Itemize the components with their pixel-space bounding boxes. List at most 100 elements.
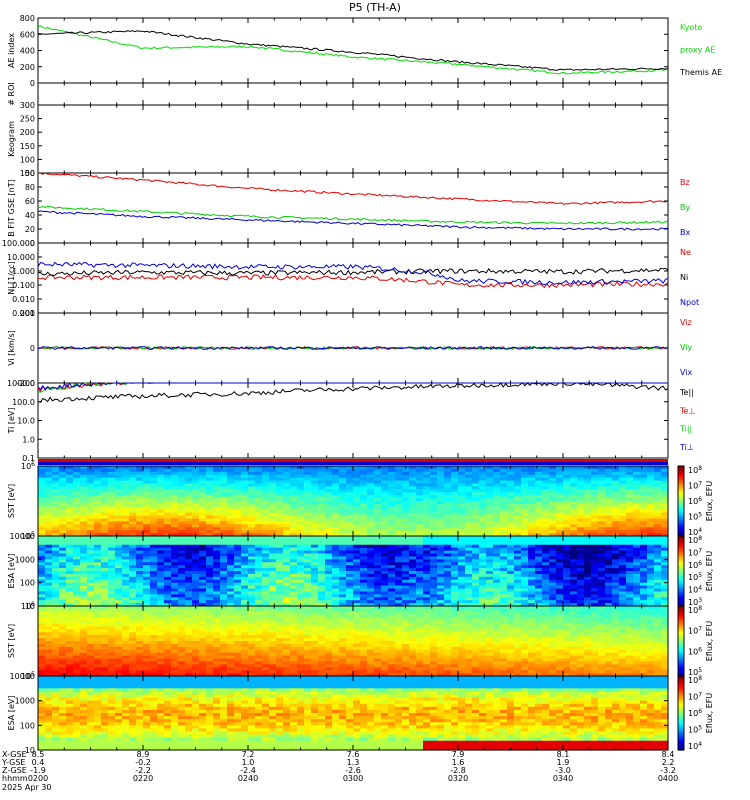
heatmap-cell xyxy=(409,530,417,534)
heatmap-cell xyxy=(164,585,172,590)
heatmap-cell xyxy=(556,492,564,496)
heatmap-cell xyxy=(262,477,270,482)
heatmap-cell xyxy=(402,468,410,473)
heatmap-cell xyxy=(556,576,564,581)
heatmap-cell xyxy=(171,582,179,587)
heatmap-cell xyxy=(157,512,165,517)
heatmap-cell xyxy=(52,495,60,499)
heatmap-cell xyxy=(59,597,67,601)
heatmap-cell xyxy=(185,603,193,607)
heatmap-cell xyxy=(374,582,382,587)
heatmap-cell xyxy=(73,501,81,505)
heatmap-cell xyxy=(360,573,368,578)
heatmap-cell xyxy=(388,524,396,528)
heatmap-cell xyxy=(612,495,620,499)
heatmap-cell xyxy=(521,536,529,540)
heatmap-cell xyxy=(185,471,193,476)
heatmap-cell xyxy=(486,556,494,560)
heatmap-cell xyxy=(171,553,179,558)
heatmap-cell xyxy=(353,568,361,572)
heatmap-cell xyxy=(374,483,382,488)
heatmap-cell xyxy=(290,503,298,508)
heatmap-cell xyxy=(115,547,123,552)
heatmap-cell xyxy=(325,509,333,514)
heatmap-cell xyxy=(409,533,417,537)
heatmap-cell xyxy=(136,468,144,473)
heatmap-cell xyxy=(178,466,186,470)
heatmap-cell xyxy=(38,536,46,540)
heatmap-cell xyxy=(136,503,144,508)
heatmap-cell xyxy=(563,495,571,499)
heatmap-cell xyxy=(549,556,557,560)
heatmap-cell xyxy=(248,547,256,552)
heatmap-cell xyxy=(66,489,74,493)
heatmap-cell xyxy=(353,489,361,493)
heatmap-cell xyxy=(570,541,578,546)
heatmap-cell xyxy=(360,576,368,581)
heatmap-cell xyxy=(367,489,375,493)
heatmap-cell xyxy=(150,538,158,543)
heatmap-cell xyxy=(80,591,88,595)
heatmap-cell xyxy=(290,474,298,479)
heatmap-cell xyxy=(66,573,74,578)
heatmap-cell xyxy=(283,501,291,505)
heatmap-cell xyxy=(633,527,641,531)
heatmap-cell xyxy=(444,571,452,575)
heatmap-cell xyxy=(122,503,130,508)
heatmap-cell xyxy=(66,480,74,485)
heatmap-cell xyxy=(339,527,347,531)
heatmap-cell xyxy=(451,568,459,572)
heatmap-cell xyxy=(647,495,655,499)
heatmap-cell xyxy=(374,591,382,595)
heatmap-cell xyxy=(122,588,130,593)
heatmap-cell xyxy=(528,591,536,595)
heatmap-cell xyxy=(276,547,284,552)
heatmap-cell xyxy=(514,544,522,549)
heatmap-cell xyxy=(150,585,158,590)
heatmap-cell xyxy=(542,512,550,517)
heatmap-cell xyxy=(192,492,200,496)
heatmap-cell xyxy=(73,562,81,566)
heatmap-cell xyxy=(556,591,564,595)
heatmap-cell xyxy=(381,483,389,488)
heatmap-cell xyxy=(465,576,473,581)
heatmap-cell xyxy=(395,509,403,514)
heatmap-cell xyxy=(654,503,662,508)
heatmap-cell xyxy=(332,568,340,572)
heatmap-cell xyxy=(570,547,578,552)
heatmap-cell xyxy=(549,568,557,572)
heatmap-cell xyxy=(262,597,270,601)
heatmap-cell xyxy=(283,495,291,499)
heatmap-cell xyxy=(311,603,319,607)
heatmap-cell xyxy=(115,480,123,485)
heatmap-cell xyxy=(241,594,249,598)
heatmap-cell xyxy=(290,468,298,473)
heatmap-cell xyxy=(388,468,396,473)
heatmap-cell xyxy=(367,568,375,572)
heatmap-cell xyxy=(255,477,263,482)
heatmap-cell xyxy=(395,547,403,552)
heatmap-cell xyxy=(374,573,382,578)
heatmap-cell xyxy=(290,527,298,531)
heatmap-cell xyxy=(87,492,95,496)
colorbar-cell xyxy=(678,474,684,478)
heatmap-cell xyxy=(661,492,669,496)
heatmap-cell xyxy=(388,480,396,485)
heatmap-cell xyxy=(157,553,165,558)
heatmap-cell xyxy=(465,541,473,546)
heatmap-cell xyxy=(577,550,585,555)
heatmap-cell xyxy=(136,562,144,566)
heatmap-cell xyxy=(654,568,662,572)
heatmap-cell xyxy=(248,603,256,607)
heatmap-cell xyxy=(178,550,186,555)
heatmap-cell xyxy=(374,521,382,525)
heatmap-cell xyxy=(164,600,172,604)
heatmap-cell xyxy=(290,571,298,575)
heatmap-cell xyxy=(80,568,88,572)
heatmap-cell xyxy=(66,509,74,514)
heatmap-cell xyxy=(332,498,340,502)
heatmap-cell xyxy=(598,594,606,598)
heatmap-cell xyxy=(640,603,648,607)
heatmap-cell xyxy=(395,486,403,490)
heatmap-cell xyxy=(409,527,417,531)
